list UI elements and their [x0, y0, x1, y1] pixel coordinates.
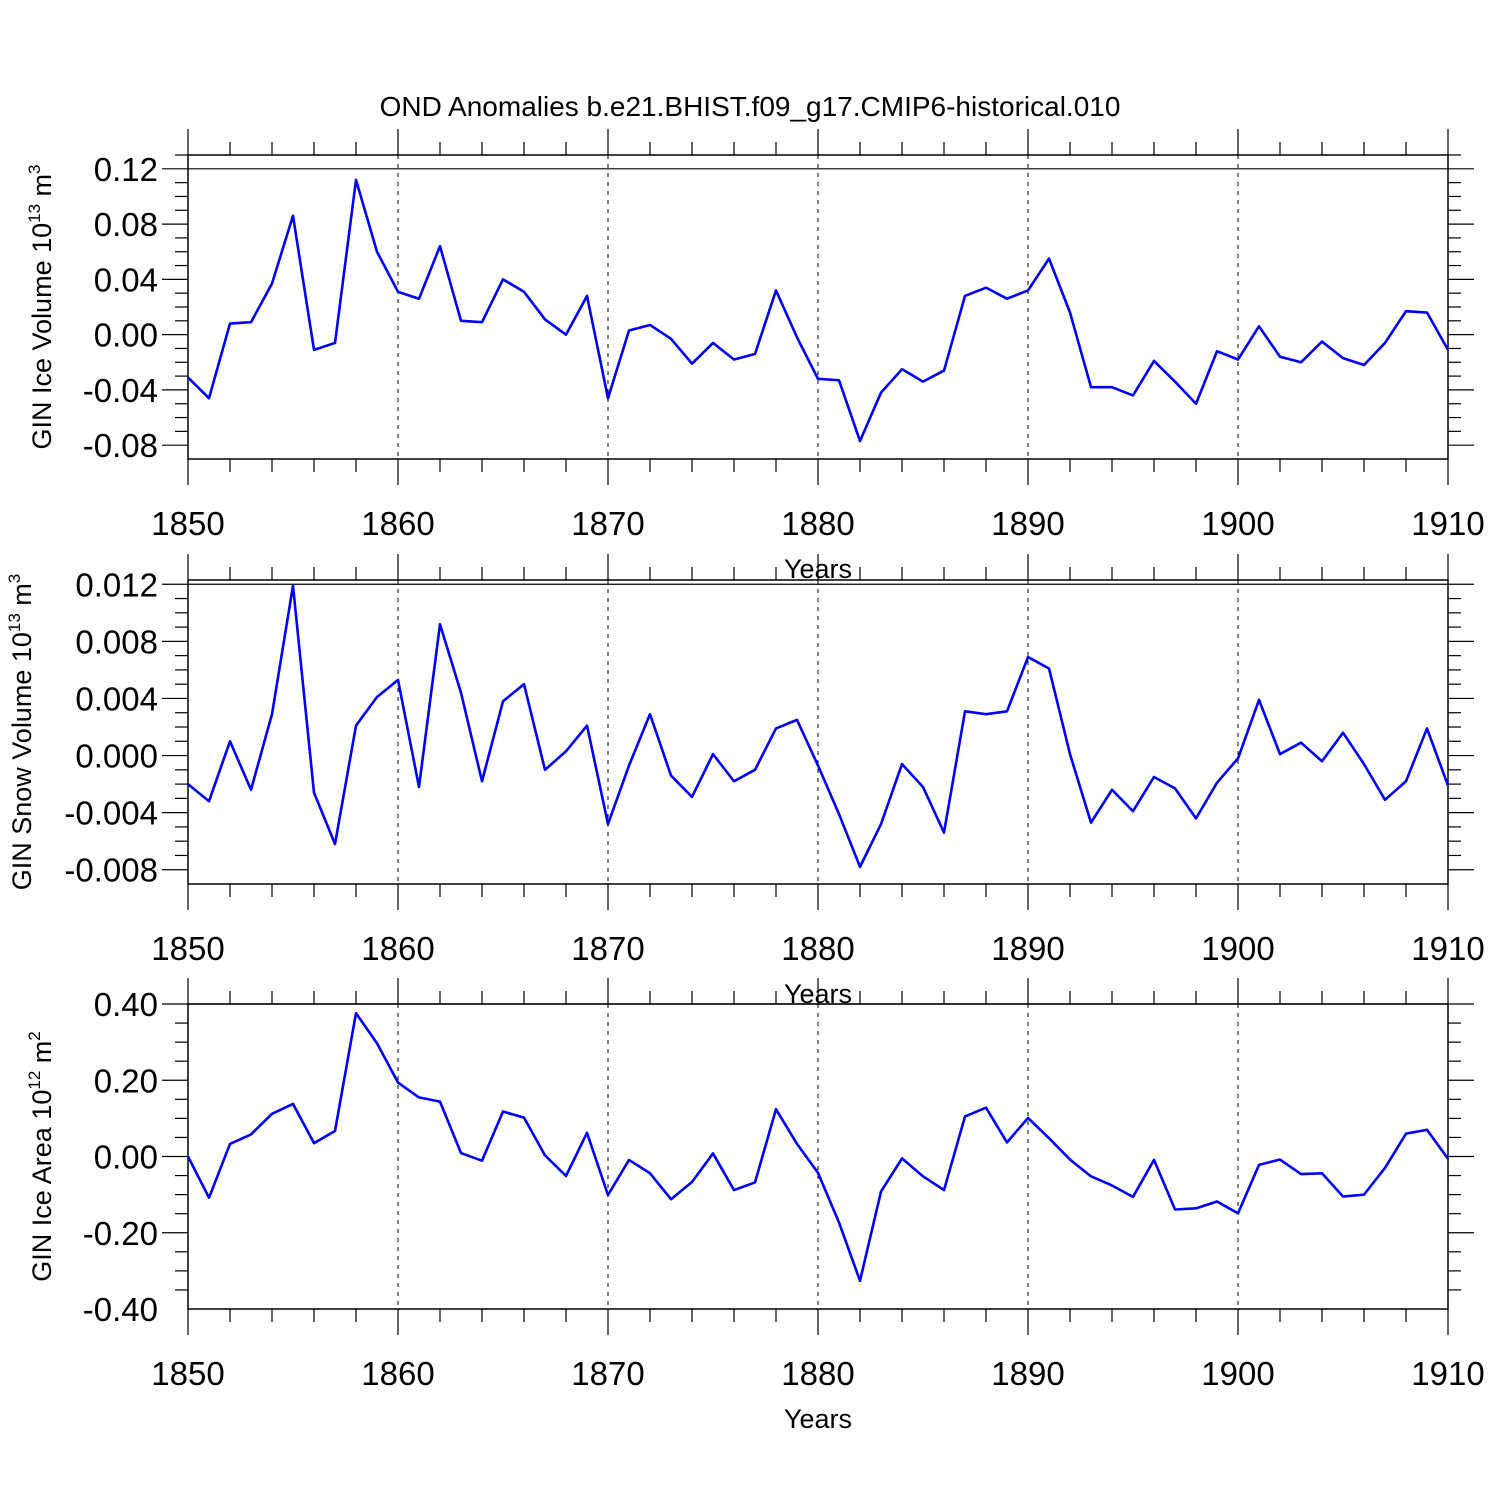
y-tick-labels: -0.008 -0.004 0.000 0.004 0.008 0.012: [64, 566, 158, 888]
y-tick-labels: -0.40 -0.20 0.00 0.20 0.40: [83, 986, 158, 1328]
y-axis-label: GIN Ice Volume 1013 m3: [25, 164, 57, 449]
y-tick-label: 0.00: [94, 1139, 158, 1176]
panel-ice-area: -0.40-0.200.000.200.40 1850 1860 1870 1880 1…: [25, 978, 1485, 1434]
x-tick-label: 1900: [1201, 505, 1274, 542]
y-tick-label: 0.008: [75, 623, 158, 660]
x-tick-label: 1890: [991, 505, 1064, 542]
series-line-snow-volume: [187, 584, 1450, 869]
y-tick-label: 0.004: [75, 680, 158, 717]
x-tick-label: 1850: [151, 1355, 224, 1392]
panel-ice-volume: -0.08-0.040.000.040.080.12 1850 1860 1870 1…: [25, 129, 1485, 584]
series-line-ice-volume: [187, 178, 1450, 443]
plot-frame: [187, 579, 1449, 885]
x-tick-label: 1860: [361, 930, 434, 967]
x-tick-label: 1910: [1411, 930, 1484, 967]
y-tick-labels: -0.08 -0.04 0.00 0.04 0.08 0.12: [83, 151, 158, 464]
x-tick-label: 1860: [361, 1355, 434, 1392]
x-grid: [397, 1004, 1239, 1309]
x-tick-label: 1870: [571, 505, 644, 542]
panel-snow-volume: -0.008 -0.004 0.000 0.004 0.008 0.012 1850 186…: [5, 554, 1485, 1009]
x-tick-label: 1900: [1201, 930, 1274, 967]
x-tick-label: 1890: [991, 1355, 1064, 1392]
x-tick-label: 1880: [781, 505, 854, 542]
y-tick-label: -0.004: [64, 795, 158, 832]
x-tick-labels: 1850 1860 1870 1880 1890 1900 1910: [151, 505, 1484, 542]
y-tick-label: -0.20: [83, 1215, 158, 1252]
series-line-ice-area: [186, 1011, 1450, 1283]
x-tick-label: 1880: [781, 930, 854, 967]
y-tick-label: -0.04: [83, 372, 158, 409]
x-tick-label: 1890: [991, 930, 1064, 967]
x-tick-labels: 1850 1860 1870 1880 1890 1900 1910: [151, 930, 1484, 967]
x-tick-label: 1900: [1201, 1355, 1274, 1392]
ticks: [162, 554, 1474, 910]
y-tick-label: 0.00: [94, 317, 158, 354]
x-tick-label: 1870: [571, 1355, 644, 1392]
ticks: [162, 129, 1474, 485]
y-tick-label: 0.04: [94, 261, 158, 298]
y-tick-label: -0.008: [64, 852, 158, 889]
plot-frame: [187, 154, 1449, 460]
y-tick-label: 0.08: [94, 206, 158, 243]
x-tick-label: 1910: [1411, 1355, 1484, 1392]
y-tick-label: 0.012: [75, 566, 158, 603]
y-tick-label: 0.12: [94, 151, 158, 188]
x-tick-label: 1850: [151, 930, 224, 967]
y-tick-label: 0.20: [94, 1062, 158, 1099]
x-tick-label: 1850: [151, 505, 224, 542]
x-axis-label: Years: [784, 1404, 852, 1434]
chart-title: OND Anomalies b.e21.BHIST.f09_g17.CMIP6-…: [380, 91, 1121, 122]
x-grid: [397, 580, 1239, 884]
x-tick-labels: 1850 1860 1870 1880 1890 1900 1910: [151, 1355, 1484, 1392]
x-grid: [397, 155, 1239, 459]
y-tick-label: 0.000: [75, 738, 158, 775]
x-tick-label: 1870: [571, 930, 644, 967]
y-axis-label: GIN Snow Volume 1013 m3: [5, 574, 37, 891]
y-tick-label: -0.40: [83, 1291, 158, 1328]
y-tick-label: 0.40: [94, 986, 158, 1023]
x-tick-label: 1860: [361, 505, 434, 542]
y-axis-label: GIN Ice Area 1012 m2: [25, 1031, 57, 1282]
x-tick-label: 1910: [1411, 505, 1484, 542]
x-tick-label: 1880: [781, 1355, 854, 1392]
y-tick-label: -0.08: [83, 427, 158, 464]
